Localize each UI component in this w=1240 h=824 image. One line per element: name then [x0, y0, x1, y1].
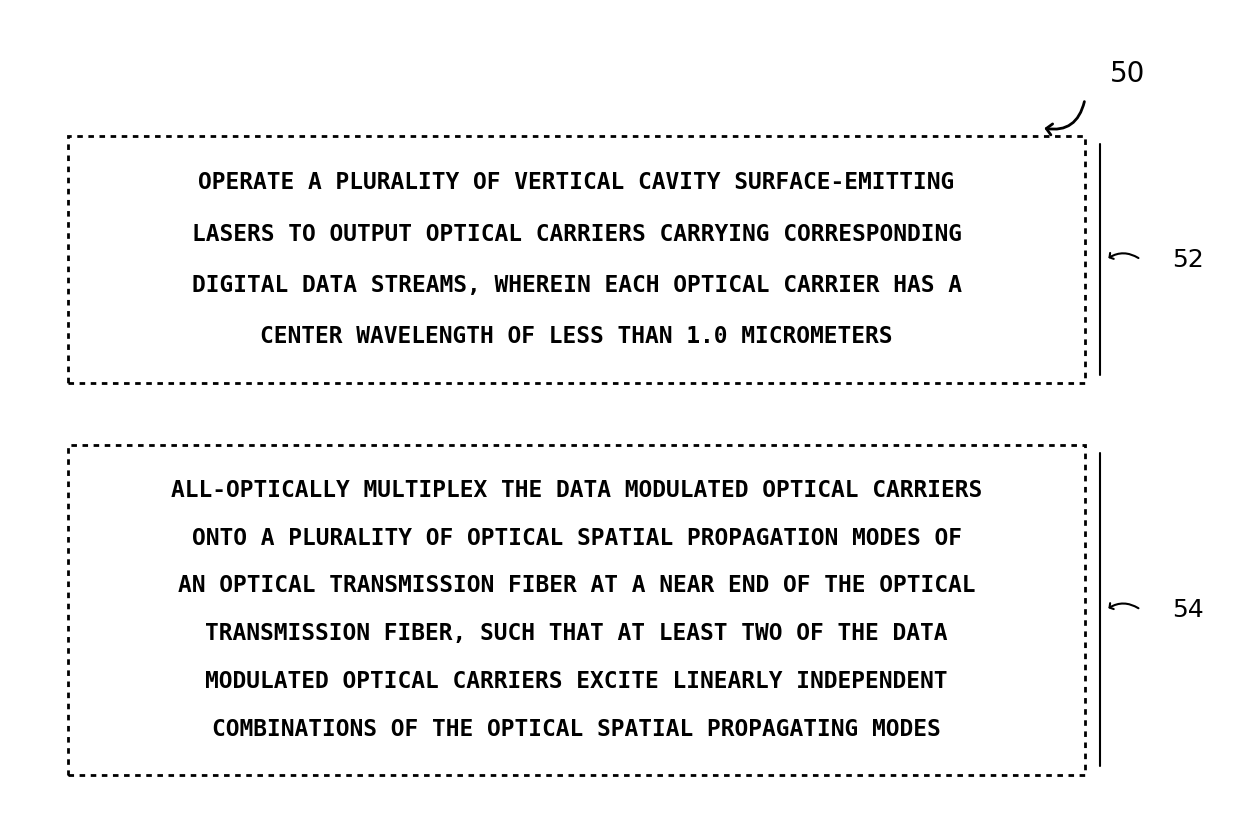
Text: 50: 50 [1110, 60, 1146, 88]
Bar [68, 136, 1085, 383]
Text: TRANSMISSION FIBER, SUCH THAT AT LEAST TWO OF THE DATA: TRANSMISSION FIBER, SUCH THAT AT LEAST T… [206, 622, 947, 645]
Text: CENTER WAVELENGTH OF LESS THAN 1.0 MICROMETERS: CENTER WAVELENGTH OF LESS THAN 1.0 MICRO… [260, 325, 893, 348]
Text: ONTO A PLURALITY OF OPTICAL SPATIAL PROPAGATION MODES OF: ONTO A PLURALITY OF OPTICAL SPATIAL PROP… [192, 527, 961, 550]
Text: AN OPTICAL TRANSMISSION FIBER AT A NEAR END OF THE OPTICAL: AN OPTICAL TRANSMISSION FIBER AT A NEAR … [177, 574, 976, 597]
Text: DIGITAL DATA STREAMS, WHEREIN EACH OPTICAL CARRIER HAS A: DIGITAL DATA STREAMS, WHEREIN EACH OPTIC… [192, 274, 961, 297]
Text: OPERATE A PLURALITY OF VERTICAL CAVITY SURFACE-EMITTING: OPERATE A PLURALITY OF VERTICAL CAVITY S… [198, 171, 955, 194]
Bar [68, 445, 1085, 775]
Text: MODULATED OPTICAL CARRIERS EXCITE LINEARLY INDEPENDENT: MODULATED OPTICAL CARRIERS EXCITE LINEAR… [206, 670, 947, 693]
Text: LASERS TO OUTPUT OPTICAL CARRIERS CARRYING CORRESPONDING: LASERS TO OUTPUT OPTICAL CARRIERS CARRYI… [192, 222, 961, 246]
Text: 52: 52 [1172, 247, 1204, 272]
Text: COMBINATIONS OF THE OPTICAL SPATIAL PROPAGATING MODES: COMBINATIONS OF THE OPTICAL SPATIAL PROP… [212, 718, 941, 741]
Text: ALL-OPTICALLY MULTIPLEX THE DATA MODULATED OPTICAL CARRIERS: ALL-OPTICALLY MULTIPLEX THE DATA MODULAT… [171, 479, 982, 502]
Text: 54: 54 [1172, 597, 1204, 622]
